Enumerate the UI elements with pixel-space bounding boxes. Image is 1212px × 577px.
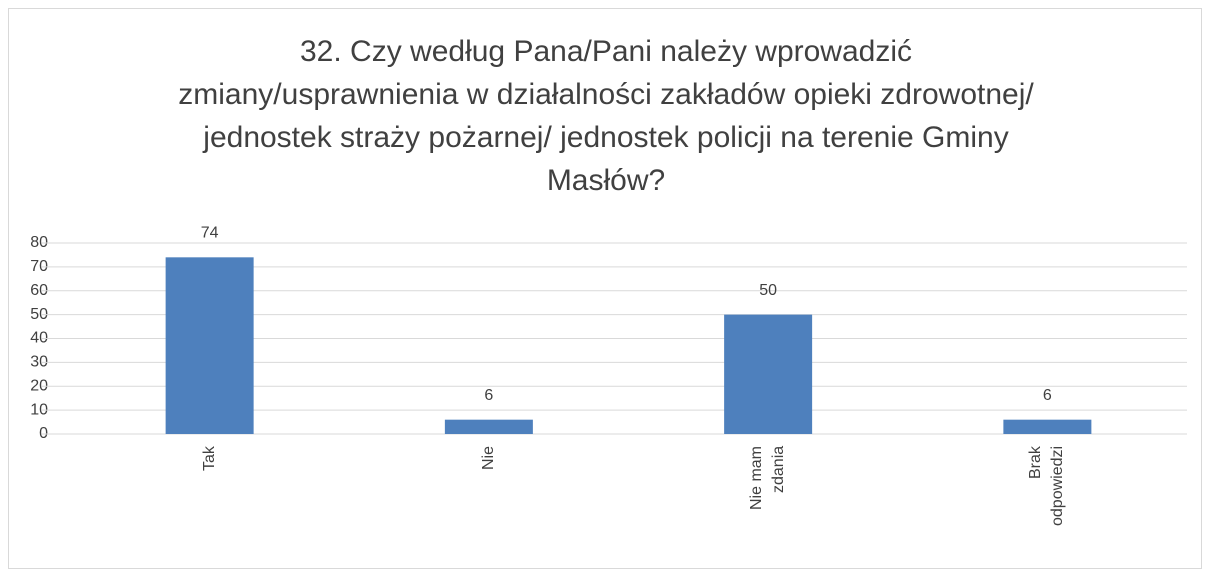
data-label: 6 xyxy=(1043,387,1052,404)
x-tick-label: Nie xyxy=(479,446,497,471)
bar xyxy=(444,419,533,434)
y-tick-label: 80 xyxy=(30,234,48,251)
data-label: 74 xyxy=(201,225,219,242)
y-tick-label: 70 xyxy=(30,258,48,275)
y-tick-label: 20 xyxy=(30,377,48,394)
y-tick-label: 50 xyxy=(30,306,48,323)
bar xyxy=(165,257,254,434)
bar xyxy=(724,314,813,434)
y-tick-label: 40 xyxy=(30,330,48,347)
x-tick-label: Brak odpowiedzi xyxy=(1027,446,1067,527)
y-tick-label: 30 xyxy=(30,354,48,371)
x-tick-label: Tak xyxy=(200,446,218,471)
y-tick-label: 60 xyxy=(30,282,48,299)
bar xyxy=(1003,419,1092,434)
x-tick-label: Nie mam zdania xyxy=(748,446,788,511)
chart-frame xyxy=(8,8,1202,569)
data-label: 50 xyxy=(759,282,777,299)
chart-title: 32. Czy według Pana/Pani należy wprowadz… xyxy=(178,35,1034,197)
data-label: 6 xyxy=(484,387,493,404)
y-tick-label: 10 xyxy=(30,401,48,418)
